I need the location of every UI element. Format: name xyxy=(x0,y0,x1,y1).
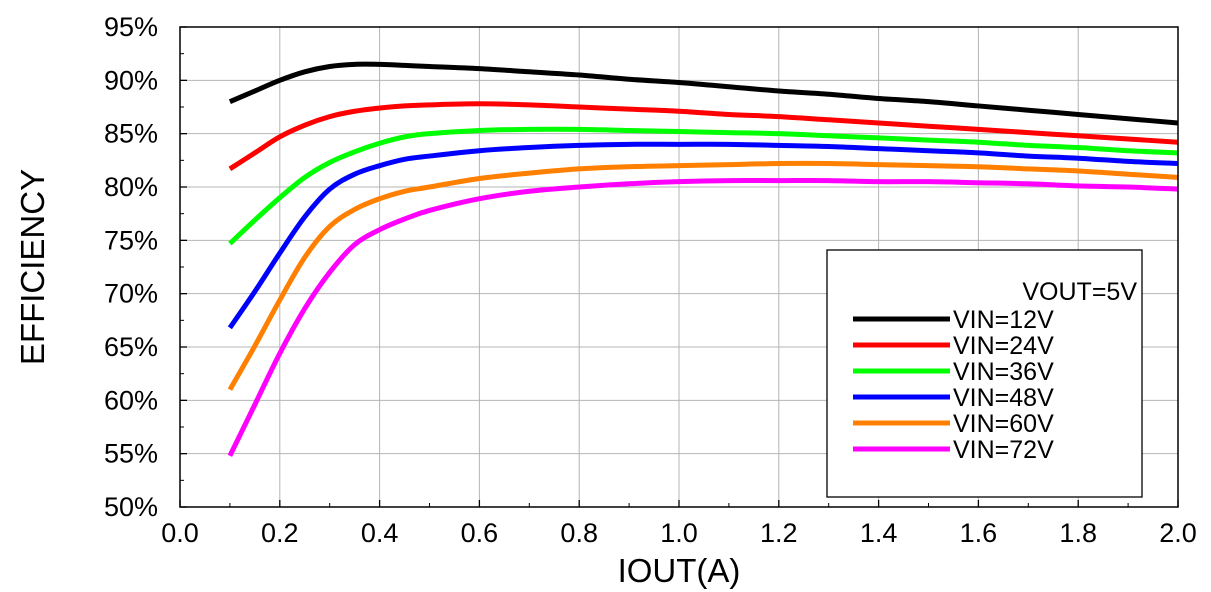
x-tick-label: 1.2 xyxy=(760,518,798,548)
x-tick-label: 0.0 xyxy=(161,518,199,548)
y-tick-label: 75% xyxy=(104,225,158,255)
x-tick-label: 0.4 xyxy=(361,518,399,548)
x-tick-label: 2.0 xyxy=(1159,518,1197,548)
x-tick-label: 0.6 xyxy=(461,518,499,548)
series-line-vin-24v xyxy=(230,104,1178,169)
y-tick-label: 55% xyxy=(104,439,158,469)
y-tick-label: 50% xyxy=(104,492,158,522)
y-tick-label: 65% xyxy=(104,332,158,362)
y-tick-label: 80% xyxy=(104,172,158,202)
y-tick-label: 70% xyxy=(104,279,158,309)
legend-label-vin-60v: VIN=60V xyxy=(953,410,1054,438)
legend-title: VOUT=5V xyxy=(1022,278,1137,306)
legend-label-vin-12v: VIN=12V xyxy=(953,306,1054,334)
y-tick-labels: 50% 55% 60% 65% 70% 75% 80% 85% 90% 95% xyxy=(104,12,158,522)
legend-label-vin-24v: VIN=24V xyxy=(953,332,1054,360)
x-tick-labels: 0.0 0.2 0.4 0.6 0.8 1.0 1.2 1.4 1.6 1.8 2.0 xyxy=(161,518,1197,548)
x-axis-title: IOUT(A) xyxy=(618,552,741,589)
x-tick-label: 1.4 xyxy=(860,518,898,548)
x-tick-label: 0.8 xyxy=(560,518,598,548)
y-tick-label: 95% xyxy=(104,12,158,42)
x-tick-label: 1.6 xyxy=(960,518,998,548)
x-tick-label: 1.8 xyxy=(1059,518,1097,548)
x-tick-label: 0.2 xyxy=(261,518,299,548)
legend-label-vin-72v: VIN=72V xyxy=(953,436,1054,464)
legend: VOUT=5V VIN=12VVIN=24VVIN=36VVIN=48VVIN=… xyxy=(827,250,1142,497)
x-tick-label: 1.0 xyxy=(660,518,698,548)
legend-label-vin-48v: VIN=48V xyxy=(953,384,1054,412)
y-tick-label: 90% xyxy=(104,65,158,95)
legend-label-vin-36v: VIN=36V xyxy=(953,358,1054,386)
y-axis-title: EFFICIENCY xyxy=(14,169,51,365)
y-tick-label: 85% xyxy=(104,119,158,149)
y-tick-label: 60% xyxy=(104,385,158,415)
